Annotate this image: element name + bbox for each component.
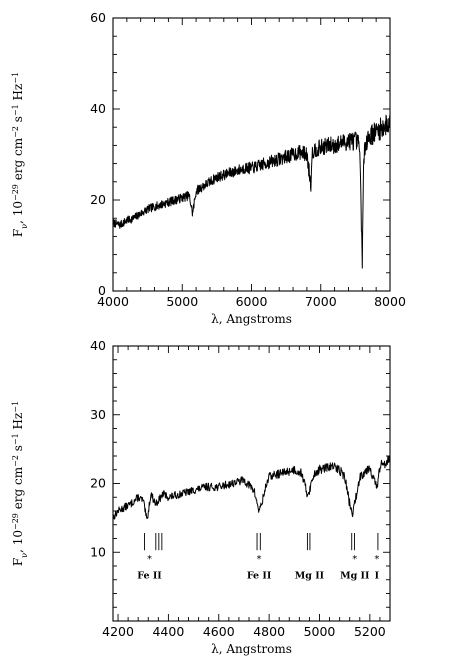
x-tick-label: 5000: [166, 294, 198, 309]
x-tick-label: 8000: [374, 294, 406, 309]
x-tick-label: 7000: [305, 294, 337, 309]
y-tick-label: 20: [90, 476, 106, 491]
asterisk-marker: *: [257, 554, 262, 565]
ion-label: I: [375, 570, 380, 581]
line-annotation: * Fe II: [247, 533, 272, 581]
y-tick-label: 40: [90, 101, 106, 116]
x-tick-label: 4600: [203, 624, 235, 639]
ion-label: Fe II: [247, 570, 272, 581]
line-annotation: Mg II: [295, 533, 325, 581]
ion-label: Mg II: [340, 570, 370, 581]
asterisk-marker: *: [147, 554, 152, 565]
line-annotation: * Fe II: [137, 533, 163, 581]
x-tick-label: 5200: [354, 624, 386, 639]
y-tick-label: 20: [90, 192, 106, 207]
x-axis-label: λ, Angstroms: [211, 312, 292, 326]
y-tick-label: 60: [90, 10, 106, 25]
spectrum-line: [112, 114, 391, 269]
x-tick-label: 4400: [152, 624, 184, 639]
x-tick-label: 4200: [102, 624, 134, 639]
y-tick-label: 10: [90, 544, 106, 559]
x-tick-label: 5000: [304, 624, 336, 639]
ion-label: Mg II: [295, 570, 325, 581]
y-tick-label: 40: [90, 338, 106, 353]
line-annotation: *I: [374, 533, 380, 581]
y-tick-label: 30: [90, 407, 106, 422]
ion-label: Fe II: [137, 570, 162, 581]
x-tick-label: 6000: [236, 294, 268, 309]
y-tick-label: 0: [98, 283, 106, 298]
x-axis-label: λ, Angstroms: [211, 642, 292, 656]
asterisk-marker: *: [352, 554, 357, 565]
asterisk-marker: *: [374, 554, 379, 565]
x-tick-label: 4000: [97, 294, 129, 309]
x-tick-label: 4800: [253, 624, 285, 639]
spectrum-line: [112, 455, 391, 520]
line-annotation: * Mg II: [340, 533, 370, 581]
